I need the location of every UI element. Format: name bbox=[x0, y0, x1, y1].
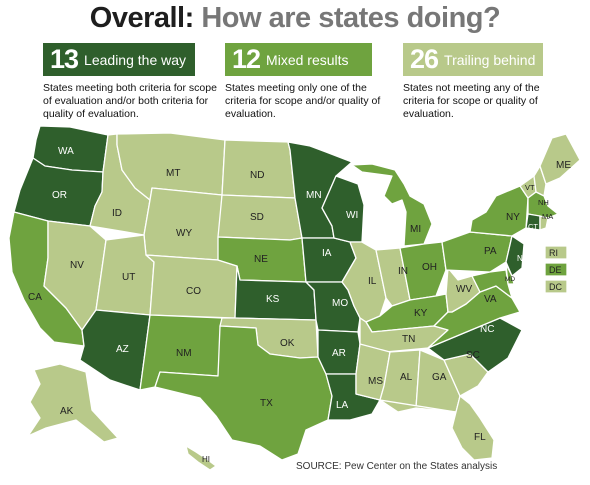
label-NC: NC bbox=[480, 324, 494, 335]
label-GA: GA bbox=[432, 372, 447, 383]
state-RI-box bbox=[544, 245, 568, 260]
label-CO: CO bbox=[186, 286, 201, 297]
state-DC-box bbox=[544, 279, 568, 294]
label-VT: VT bbox=[525, 183, 535, 192]
label-AK: AK bbox=[60, 406, 74, 417]
label-AZ: AZ bbox=[116, 344, 129, 355]
legend-trailing-count: 26 bbox=[410, 44, 439, 74]
state-MD bbox=[471, 269, 513, 299]
label-SD: SD bbox=[250, 212, 264, 223]
state-AZ bbox=[79, 309, 151, 391]
label-ID: ID bbox=[112, 208, 122, 219]
label-LA: LA bbox=[336, 400, 349, 411]
label-ND: ND bbox=[250, 170, 264, 181]
state-ME bbox=[539, 133, 581, 185]
state-WY bbox=[143, 187, 223, 261]
label-UT: UT bbox=[122, 272, 135, 283]
label-IA: IA bbox=[322, 248, 332, 259]
legend-leading-description: States meeting both criteria for scope o… bbox=[43, 82, 217, 120]
label-RI-box: RI bbox=[549, 248, 558, 258]
label-AR: AR bbox=[332, 348, 346, 359]
label-NJ: NJ bbox=[517, 254, 527, 263]
legend-mixed-badge: 12 Mixed results bbox=[225, 43, 372, 76]
title-overall: Overall: bbox=[89, 2, 195, 34]
state-AK bbox=[27, 363, 119, 443]
state-NC bbox=[427, 317, 523, 373]
label-MD: MD bbox=[505, 276, 515, 283]
title-question: How are states doing? bbox=[201, 2, 501, 34]
label-MT: MT bbox=[166, 168, 180, 179]
label-DE-box: DE bbox=[549, 265, 562, 275]
state-TX bbox=[154, 325, 333, 461]
label-MN: MN bbox=[306, 190, 322, 201]
state-NY bbox=[469, 185, 529, 237]
label-IL: IL bbox=[368, 276, 377, 287]
legend-mixed-count: 12 bbox=[232, 44, 261, 74]
label-SC: SC bbox=[466, 350, 480, 361]
state-DE-box bbox=[544, 262, 568, 277]
label-NH: NH bbox=[538, 198, 549, 207]
label-NY: NY bbox=[506, 212, 520, 223]
label-IN: IN bbox=[398, 266, 408, 277]
state-ND bbox=[221, 139, 296, 199]
legend-leading-badge: 13 Leading the way bbox=[43, 43, 195, 76]
page-title: Overall: How are states doing? bbox=[0, 2, 590, 35]
state-PA bbox=[441, 231, 513, 273]
legend-trailing-description: States not meeting any of the criteria f… bbox=[403, 82, 540, 120]
label-MS: MS bbox=[368, 376, 383, 387]
label-CA: CA bbox=[28, 292, 42, 303]
label-KS: KS bbox=[266, 294, 280, 305]
state-FL bbox=[379, 395, 495, 461]
label-NE: NE bbox=[254, 254, 268, 265]
label-WA: WA bbox=[58, 146, 74, 157]
state-shapes bbox=[8, 125, 581, 471]
state-MI bbox=[351, 163, 433, 247]
label-AL: AL bbox=[400, 372, 413, 383]
label-VA: VA bbox=[484, 294, 497, 305]
legend-leading-count: 13 bbox=[50, 44, 79, 74]
label-KY: KY bbox=[414, 308, 428, 319]
legend-mixed-description: States meeting only one of the criteria … bbox=[225, 82, 381, 120]
label-MO: MO bbox=[332, 298, 348, 309]
state-labels: WA OR CA ID NV MT WY UT AZ CO NM ND SD N… bbox=[28, 146, 571, 464]
state-HI bbox=[185, 445, 217, 471]
label-TX: TX bbox=[260, 398, 273, 409]
label-TN: TN bbox=[402, 334, 415, 345]
label-FL: FL bbox=[474, 432, 486, 443]
label-MA: MA bbox=[542, 212, 553, 221]
label-WY: WY bbox=[176, 228, 192, 239]
label-OR: OR bbox=[52, 190, 67, 201]
label-MI: MI bbox=[410, 224, 421, 235]
label-DC-box: DC bbox=[549, 282, 562, 292]
label-PA: PA bbox=[484, 246, 497, 257]
source-note: SOURCE: Pew Center on the States analysi… bbox=[296, 461, 498, 472]
label-NM: NM bbox=[176, 348, 192, 359]
state-RI bbox=[539, 215, 549, 231]
label-HI: HI bbox=[202, 455, 210, 464]
legend-trailing-label: Trailing behind bbox=[444, 51, 536, 68]
label-OH: OH bbox=[422, 262, 437, 273]
label-NV: NV bbox=[70, 260, 84, 271]
label-WV: WV bbox=[456, 284, 472, 295]
legend-leading-label: Leading the way bbox=[84, 51, 187, 68]
label-ME: ME bbox=[556, 160, 571, 171]
label-CT: CT bbox=[528, 222, 538, 231]
label-WI: WI bbox=[346, 210, 358, 221]
legend-mixed-label: Mixed results bbox=[266, 51, 349, 68]
label-OK: OK bbox=[280, 338, 295, 349]
legend-trailing-badge: 26 Trailing behind bbox=[403, 43, 543, 76]
